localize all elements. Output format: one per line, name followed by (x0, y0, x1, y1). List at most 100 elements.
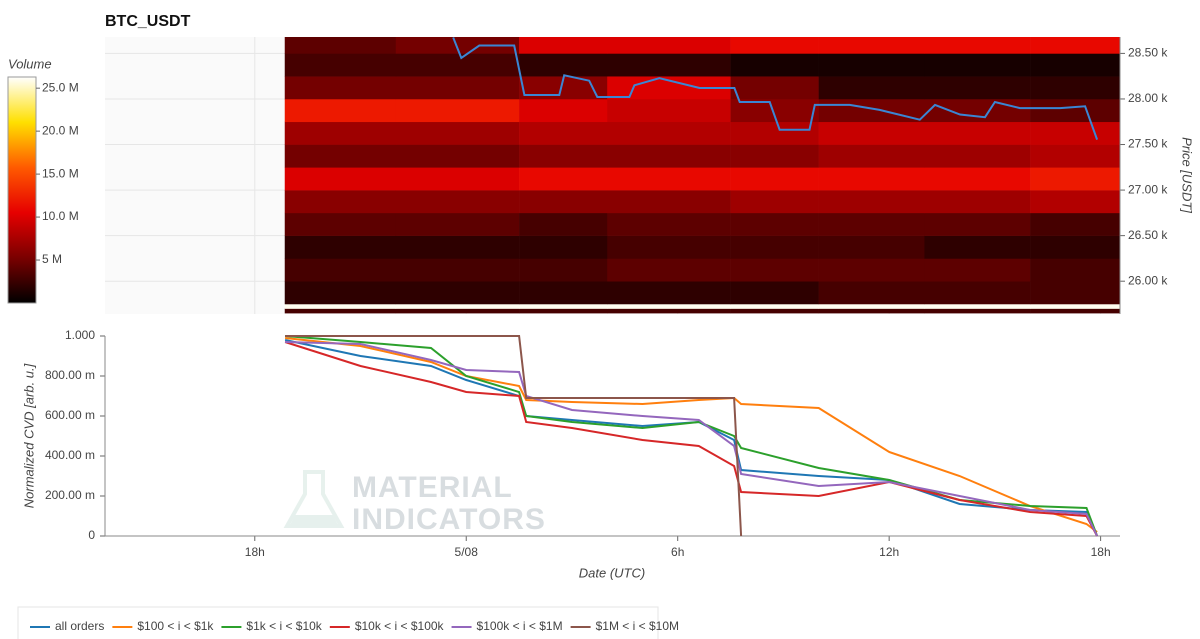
legend-label[interactable]: all orders (55, 619, 104, 633)
legend-label[interactable]: $100k < i < $1M (477, 619, 563, 633)
heatmap-cell (519, 212, 608, 236)
heatmap-cell (284, 144, 397, 168)
legend-label[interactable]: $1M < i < $10M (596, 619, 679, 633)
heatmap-cell (607, 308, 731, 314)
heatmap-cell (284, 258, 397, 282)
heatmap-cell (395, 76, 520, 100)
heatmap-cell (730, 235, 819, 259)
heatmap-cell (924, 98, 1031, 123)
heatmap-cell (284, 121, 397, 145)
heatmap-cell (519, 37, 608, 54)
heatmap-cell (730, 212, 819, 236)
heatmap-cell (730, 53, 819, 77)
heatmap-cell (1030, 281, 1121, 305)
heatmap-cell (924, 190, 1031, 214)
heatmap-cell (818, 98, 925, 123)
y-axis-label: Normalized CVD [arb. u.] (21, 363, 36, 508)
colorbar-tick-label: 5 M (42, 252, 62, 266)
heatmap-cell (730, 258, 819, 282)
heatmap-cell (1030, 37, 1121, 54)
heatmap-cell (924, 121, 1031, 145)
heatmap-cell (519, 258, 608, 282)
legend-label[interactable]: $1k < i < $10k (246, 619, 322, 633)
legend-item[interactable]: $1M < i < $10M (570, 619, 679, 633)
heatmap-cell (924, 76, 1031, 100)
series-line (285, 335, 743, 537)
heatmap-cell (607, 76, 731, 100)
x-tick-label: 5/08 (455, 545, 479, 559)
x-tick-label: 18h (245, 545, 265, 559)
heatmap-cell (818, 281, 925, 305)
series-line (285, 341, 1099, 537)
heatmap-cell (1030, 98, 1121, 123)
series-line (284, 337, 1098, 533)
heatmap-cell (607, 190, 731, 214)
heatmap-cell (924, 53, 1031, 77)
heatmap-cell (818, 121, 925, 145)
legend-item[interactable]: $1k < i < $10k (221, 619, 323, 633)
heatmap-cell (607, 303, 731, 309)
legend (17, 606, 659, 639)
heatmap-cell (284, 37, 397, 54)
heatmap-cell (395, 121, 520, 145)
heatmap-cell (730, 98, 819, 123)
legend-item[interactable]: all orders (30, 619, 104, 633)
x-axis-label: Date (UTC) (579, 565, 645, 580)
heatmap-cell (924, 258, 1031, 282)
heatmap-cell (818, 303, 925, 309)
heatmap-cell (730, 121, 819, 145)
heatmap-cell (607, 212, 731, 236)
heatmap-cell (395, 212, 520, 236)
heatmap-cell (519, 98, 608, 123)
heatmap-cell (924, 37, 1031, 54)
heatmap-cell (924, 281, 1031, 305)
x-tick-label: 6h (671, 545, 684, 559)
heatmap-cell (284, 281, 397, 305)
heatmap-cell (519, 281, 608, 305)
y-tick-label: 28.50 k (1128, 46, 1168, 60)
heatmap-cell (924, 308, 1031, 314)
heatmap-cell (519, 53, 608, 77)
y-tick-label: 27.50 k (1128, 137, 1168, 151)
heatmap-cell (395, 308, 520, 314)
heatmap-cell (284, 235, 397, 259)
heatmap-cell (730, 308, 819, 314)
heatmap-cell (818, 308, 925, 314)
legend-label[interactable]: $10k < i < $100k (355, 619, 445, 633)
heatmap-cell (607, 235, 731, 259)
heatmap-cell (924, 303, 1031, 309)
heatmap-cell (284, 308, 397, 314)
heatmap-cell (1030, 212, 1121, 236)
heatmap-cell (924, 235, 1031, 259)
heatmap-cell (818, 144, 925, 168)
heatmap-cell (395, 258, 520, 282)
heatmap-cell (284, 76, 397, 100)
heatmap-cell (1030, 235, 1121, 259)
heatmap-cell (519, 303, 608, 309)
legend-label[interactable]: $100 < i < $1k (137, 619, 214, 633)
colorbar (7, 76, 37, 304)
heatmap-cell (818, 167, 925, 191)
legend-item[interactable]: $100k < i < $1M (451, 619, 563, 633)
chart-title: BTC_USDT (105, 13, 191, 30)
legend-item[interactable]: $10k < i < $100k (329, 619, 445, 633)
heatmap-cell (730, 144, 819, 168)
heatmap-cell (1030, 76, 1121, 100)
heatmap-cell (818, 76, 925, 100)
heatmap-cell (730, 37, 819, 54)
legend-item[interactable]: $100 < i < $1k (112, 619, 214, 633)
heatmap-cell (519, 144, 608, 168)
heatmap-cell (395, 37, 520, 54)
heatmap-cell (519, 235, 608, 259)
heatmap-cell (1030, 258, 1121, 282)
heatmap-cell (924, 167, 1031, 191)
y-tick-label: 27.00 k (1128, 182, 1168, 196)
heatmap-cell (284, 190, 397, 214)
y-tick-label: 28.00 k (1128, 91, 1168, 105)
series-line (284, 341, 1098, 537)
heatmap-cell (284, 98, 397, 123)
x-tick-label: 18h (1091, 545, 1111, 559)
heatmap-cell (818, 258, 925, 282)
heatmap-cell (818, 190, 925, 214)
